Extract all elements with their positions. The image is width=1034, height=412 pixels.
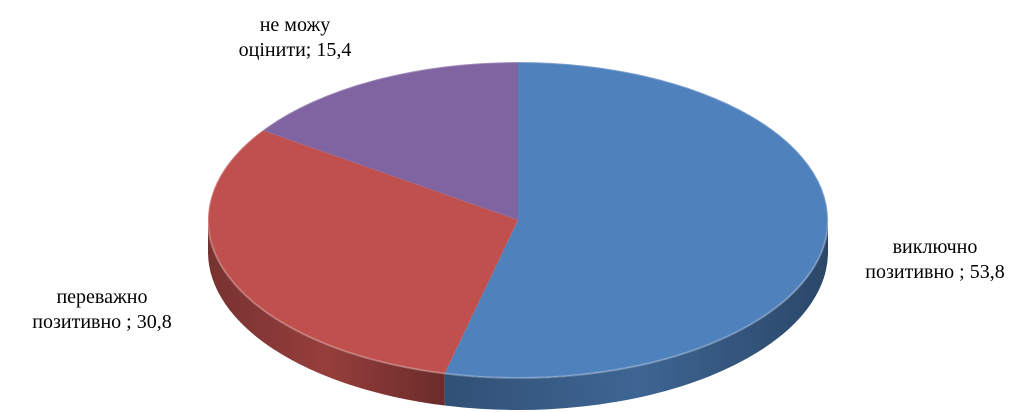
slice-label-line: позитивно ; 53,8 bbox=[865, 261, 1005, 283]
slice-label-cannot-evaluate: не можу оцінити; 15,4 bbox=[210, 13, 380, 63]
slice-label-line: не можу bbox=[259, 14, 331, 36]
slice-label-mostly-positive: переважно позитивно ; 30,8 bbox=[0, 285, 204, 335]
slice-1-side bbox=[208, 220, 445, 406]
slice-2 bbox=[262, 62, 518, 220]
slice-0-side bbox=[444, 220, 828, 411]
slice-label-line: позитивно ; 30,8 bbox=[32, 311, 172, 333]
slice-1 bbox=[207, 130, 519, 374]
slice-label-line: переважно bbox=[56, 286, 148, 308]
slice-0 bbox=[444, 62, 828, 378]
pie-rim-highlight bbox=[207, 61, 829, 379]
slice-label-exclusively-positive: виключно позитивно ; 53,8 bbox=[836, 235, 1034, 285]
slice-label-line: виключно bbox=[892, 236, 978, 258]
slice-label-line: оцінити; 15,4 bbox=[238, 39, 352, 61]
